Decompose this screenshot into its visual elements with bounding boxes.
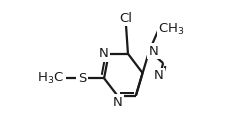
Text: CH$_3$: CH$_3$ bbox=[158, 22, 185, 37]
Text: N: N bbox=[149, 45, 159, 58]
Text: H$_3$C: H$_3$C bbox=[37, 71, 64, 86]
Text: S: S bbox=[78, 72, 86, 85]
Text: Cl: Cl bbox=[120, 12, 132, 25]
Text: N: N bbox=[113, 96, 122, 109]
Text: N: N bbox=[99, 47, 109, 60]
Text: N: N bbox=[154, 69, 163, 82]
